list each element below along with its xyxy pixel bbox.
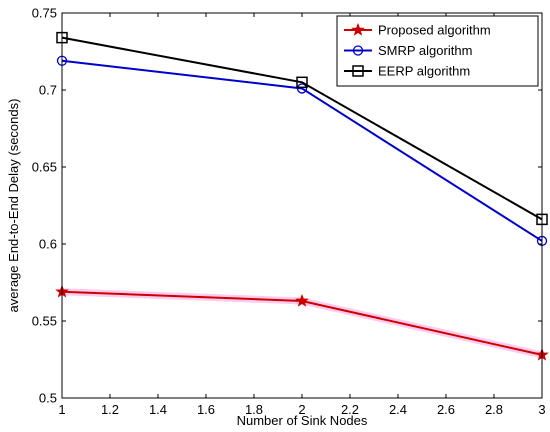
data-point [295,293,309,307]
legend-marker [351,22,365,36]
x-tick-label: 2 [298,402,305,417]
data-point [296,76,308,89]
x-tick-label: 1.6 [197,402,215,417]
legend-marker [352,65,364,77]
x-tick-label: 1.4 [149,402,167,417]
x-tick-label: 2.8 [485,402,503,417]
data-point [296,83,308,94]
x-tick-label: 3 [538,402,545,417]
x-tick-label: 2.2 [341,402,359,417]
legend-entry: SMRP algorithm [344,43,472,58]
y-tick-label: 0.55 [32,314,57,329]
series-line [61,36,543,221]
legend-entry: EERP algorithm [344,64,470,79]
x-axis-label: Number of Sink Nodes [237,413,368,428]
x-tick-label: 1.8 [245,402,263,417]
y-tick-label: 0.6 [39,237,57,252]
legend-marker [352,45,364,56]
x-axis-ticks: 1 1.2 1.4 1.6 1.8 2 2.2 2.4 2.6 2.8 3 [58,13,546,417]
y-tick-label: 0.7 [39,83,57,98]
legend: Proposed algorithm SMRP algorithm EERP alg… [336,15,539,87]
y-tick-label: 0.75 [32,6,57,21]
x-tick-label: 1 [58,402,65,417]
x-tick-label: 1.2 [101,402,119,417]
legend-label: EERP algorithm [378,64,470,79]
y-tick-label: 0.5 [39,391,57,406]
y-tick-label: 0.65 [32,160,57,175]
legend-entry: Proposed algorithm [344,23,491,38]
legend-label: SMRP algorithm [378,43,472,58]
y-axis-label: average End-to-End Delay (seconds) [6,99,21,313]
x-tick-label: 2.4 [389,402,407,417]
y-axis-ticks: 0.5 0.55 0.6 0.65 0.7 0.75 [32,6,542,406]
x-tick-label: 2.6 [437,402,455,417]
legend-label: Proposed algorithm [378,23,491,38]
series-line [61,59,543,242]
